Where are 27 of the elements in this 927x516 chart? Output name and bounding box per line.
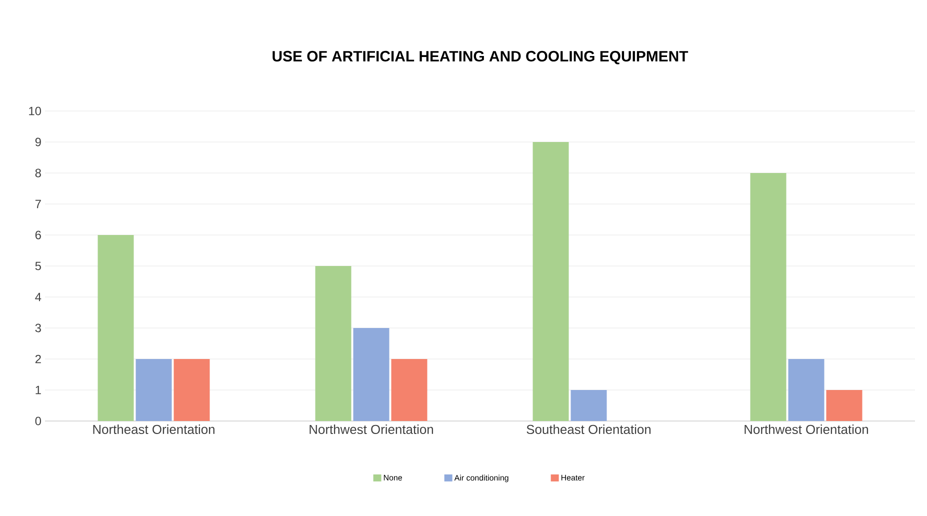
bar <box>570 390 607 421</box>
x-tick-label: Southeast Orientation <box>526 424 651 434</box>
bar <box>532 142 569 421</box>
x-tick-label: Northwest Orientation <box>744 424 868 434</box>
bar <box>788 359 824 421</box>
bar <box>136 359 172 421</box>
y-tick-label: 7 <box>35 200 41 208</box>
chart-title: USE OF ARTIFICIAL HEATING AND COOLING EQUIPMENT <box>272 50 688 64</box>
bar <box>315 266 352 421</box>
y-tick-label: 6 <box>35 230 41 240</box>
y-tick-label: 9 <box>35 138 41 146</box>
y-tick-label: 1 <box>36 386 41 394</box>
bar <box>353 328 390 421</box>
y-tick-label: 8 <box>35 168 41 178</box>
y-tick-label: 0 <box>35 416 42 426</box>
y-tick-label: 4 <box>35 292 42 302</box>
bar <box>391 359 428 421</box>
x-tick-label: Northwest Orientation <box>310 424 434 434</box>
bar <box>174 359 210 421</box>
y-tick-label: 2 <box>35 354 41 364</box>
bar <box>826 390 862 421</box>
bar <box>750 172 786 421</box>
y-tick-label: 10 <box>29 106 42 116</box>
bar <box>98 234 134 421</box>
y-tick-label: 5 <box>35 262 41 270</box>
y-tick-label: 3 <box>35 324 41 332</box>
x-tick-label: Northeast Orientation <box>93 424 214 434</box>
